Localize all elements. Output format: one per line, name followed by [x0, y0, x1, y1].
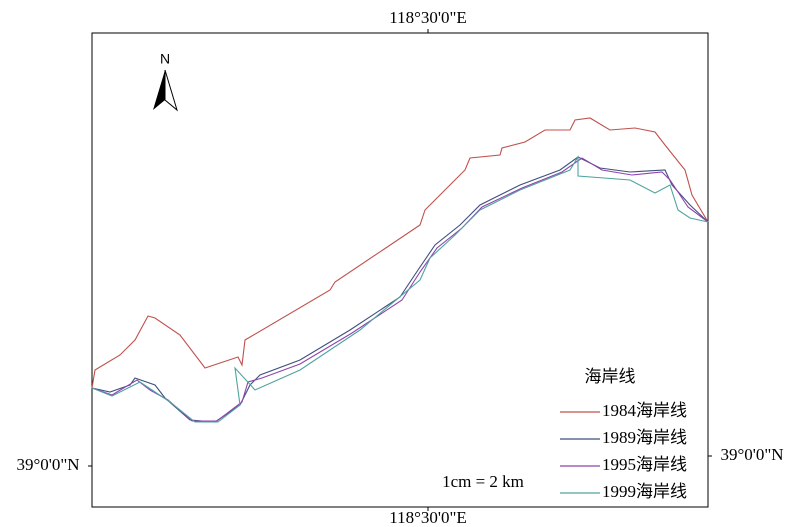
legend-label: 1989海岸线: [602, 428, 687, 447]
left-coordinate: 39°0'0"N: [16, 455, 79, 474]
legend-label: 1995海岸线: [602, 455, 687, 474]
legend-label: 1999海岸线: [602, 482, 687, 501]
legend-title: 海岸线: [585, 367, 636, 387]
scale-text: 1cm = 2 km: [442, 472, 524, 491]
bottom-coordinate: 118°30'0"E: [389, 508, 467, 527]
coastline: [91, 155, 709, 423]
legend: 1984海岸线 1989海岸线 1995海岸线 1999海岸线: [560, 401, 687, 501]
legend-label: 1984海岸线: [602, 401, 687, 420]
map-frame: [91, 32, 709, 508]
top-coordinate: 118°30'0"E: [389, 8, 467, 27]
coastline: [91, 157, 709, 422]
right-coordinate: 39°0'0"N: [720, 445, 783, 464]
north-label: N: [160, 51, 170, 67]
north-arrow: N: [153, 51, 178, 112]
coastline: [91, 117, 709, 389]
